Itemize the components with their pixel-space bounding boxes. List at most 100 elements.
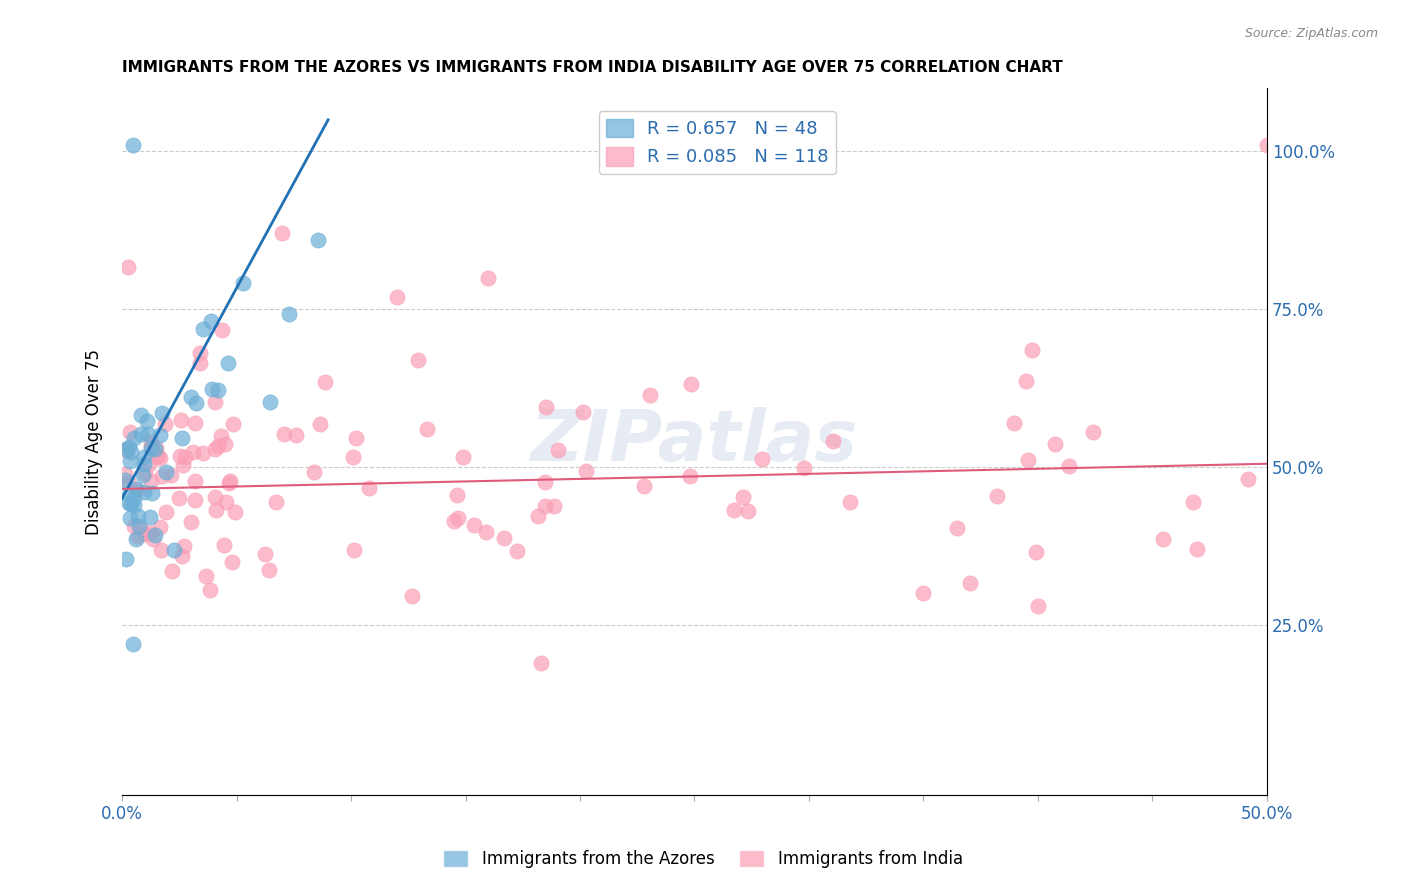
Point <box>180 515 202 529</box>
Point <box>219 474 242 488</box>
Point <box>1002 416 1025 430</box>
Point <box>204 442 226 456</box>
Point <box>527 509 550 524</box>
Point <box>120 454 142 468</box>
Point <box>193 445 215 459</box>
Point <box>115 551 138 566</box>
Point <box>145 442 167 456</box>
Point <box>359 481 381 495</box>
Point <box>155 505 177 519</box>
Point <box>408 353 430 368</box>
Point <box>204 490 226 504</box>
Point <box>264 495 287 509</box>
Point <box>125 483 148 497</box>
Point <box>254 547 277 561</box>
Point <box>1021 343 1043 357</box>
Point <box>214 436 236 450</box>
Point <box>134 466 156 480</box>
Point <box>173 539 195 553</box>
Point <box>307 233 329 247</box>
Point <box>494 531 516 545</box>
Point <box>125 482 148 496</box>
Point <box>1015 374 1038 388</box>
Point <box>141 435 163 450</box>
Point <box>222 417 245 432</box>
Point <box>475 525 498 540</box>
Point <box>134 527 156 541</box>
Point <box>170 431 193 445</box>
Point <box>530 656 553 670</box>
Point <box>155 465 177 479</box>
Point <box>132 457 155 471</box>
Point <box>160 468 183 483</box>
Point <box>1057 459 1080 474</box>
Point <box>259 395 281 409</box>
Legend: Immigrants from the Azores, Immigrants from India: Immigrants from the Azores, Immigrants f… <box>436 843 970 875</box>
Point <box>149 543 172 558</box>
Point <box>211 323 233 337</box>
Point <box>506 544 529 558</box>
Point <box>1025 545 1047 559</box>
Point <box>138 457 160 471</box>
Point <box>132 450 155 464</box>
Point <box>533 500 555 514</box>
Point <box>141 486 163 500</box>
Point <box>149 428 172 442</box>
Point <box>128 519 150 533</box>
Point <box>346 431 368 445</box>
Point <box>117 260 139 274</box>
Point <box>118 487 141 501</box>
Point <box>1045 437 1067 451</box>
Point <box>129 523 152 537</box>
Point <box>149 519 172 533</box>
Point <box>342 450 364 464</box>
Point <box>308 417 330 431</box>
Point <box>534 400 557 414</box>
Point <box>118 496 141 510</box>
Point <box>122 637 145 651</box>
Point <box>136 426 159 441</box>
Point <box>181 445 204 459</box>
Point <box>190 356 212 370</box>
Point <box>142 532 165 546</box>
Point <box>572 405 595 419</box>
Point <box>447 511 470 525</box>
Point <box>139 526 162 541</box>
Point <box>273 427 295 442</box>
Point <box>141 474 163 488</box>
Point <box>200 313 222 327</box>
Point <box>129 426 152 441</box>
Point <box>533 475 555 490</box>
Point <box>167 491 190 506</box>
Point <box>401 589 423 603</box>
Point <box>839 495 862 509</box>
Point <box>153 417 176 431</box>
Point <box>191 322 214 336</box>
Point <box>201 382 224 396</box>
Point <box>115 442 138 457</box>
Point <box>138 510 160 524</box>
Point <box>120 444 142 458</box>
Point <box>946 521 969 535</box>
Point <box>1017 452 1039 467</box>
Point <box>173 450 195 465</box>
Point <box>120 497 142 511</box>
Point <box>443 514 465 528</box>
Point <box>205 502 228 516</box>
Point <box>232 276 254 290</box>
Point <box>278 307 301 321</box>
Point <box>547 442 569 457</box>
Point <box>224 504 246 518</box>
Point <box>1152 532 1174 546</box>
Text: ZIPatlas: ZIPatlas <box>531 407 858 476</box>
Point <box>679 376 702 391</box>
Point <box>139 439 162 453</box>
Point <box>633 479 655 493</box>
Point <box>446 488 468 502</box>
Point <box>172 458 194 472</box>
Point <box>314 375 336 389</box>
Point <box>118 440 141 454</box>
Point <box>195 569 218 583</box>
Point <box>416 422 439 436</box>
Point <box>184 474 207 488</box>
